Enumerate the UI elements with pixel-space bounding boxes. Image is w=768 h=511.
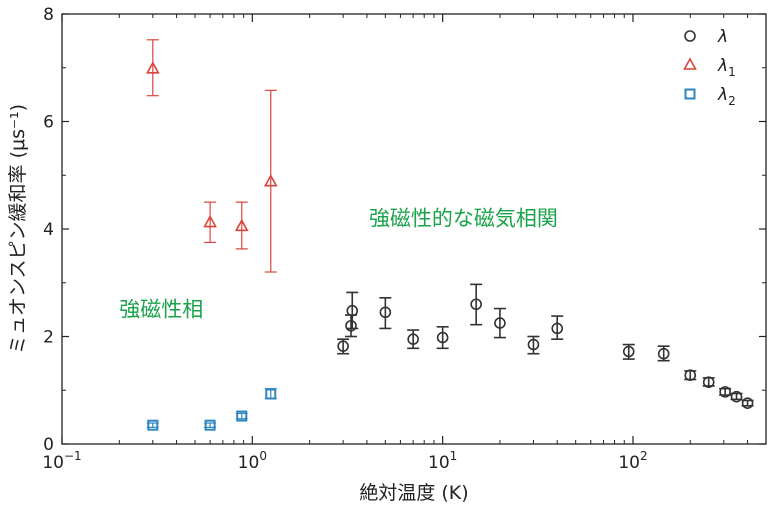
data-point-square xyxy=(236,410,248,422)
data-point-circle xyxy=(702,376,715,388)
legend-subscript: 1 xyxy=(728,65,736,79)
series-square xyxy=(146,388,277,431)
x-axis-title: 絶対温度 (K) xyxy=(359,482,468,504)
y-axis-title: ミュオンスピン緩和率 (μs⁻¹) xyxy=(7,104,29,354)
y-tick-label: 8 xyxy=(43,5,54,25)
annotation-label: 強磁性的な磁気相関 xyxy=(369,206,558,230)
data-point-circle xyxy=(470,298,482,311)
data-point-square xyxy=(265,388,277,400)
legend-subscript: 2 xyxy=(728,94,736,108)
legend-label: λ2 xyxy=(717,85,736,108)
x-tick-base: 10 xyxy=(42,453,64,473)
data-point-triangle xyxy=(263,174,278,187)
data-point-circle xyxy=(551,322,564,335)
data-point-circle xyxy=(657,347,670,360)
y-axis: 0 2 4 6 8 xyxy=(43,5,766,455)
data-point-circle xyxy=(436,331,449,344)
data-point-circle xyxy=(622,345,635,358)
legend-label: λ1 xyxy=(717,56,736,79)
legend-symbol: λ xyxy=(717,85,728,105)
legend-marker-square xyxy=(684,88,696,100)
legend-marker-triangle xyxy=(683,57,697,70)
data-point-circle xyxy=(407,333,419,345)
data-series xyxy=(145,39,754,431)
x-tick-exponent: −1 xyxy=(64,449,82,463)
data-point-circle xyxy=(379,306,392,319)
x-tick-exponent: 0 xyxy=(259,449,267,463)
legend-label: λ xyxy=(717,27,728,47)
data-point-circle xyxy=(684,369,697,382)
data-point-circle xyxy=(741,397,754,409)
series-circle xyxy=(337,283,754,409)
data-point-circle xyxy=(345,319,357,332)
data-point-circle xyxy=(337,340,349,352)
y-tick-label: 4 xyxy=(43,220,54,240)
y-tick-label: 2 xyxy=(43,328,54,348)
data-point-circle xyxy=(494,317,506,329)
y-tick-label: 0 xyxy=(43,435,54,455)
data-point-triangle xyxy=(234,218,249,232)
legend-marker-circle xyxy=(684,30,696,42)
x-tick-exponent: 2 xyxy=(640,449,648,463)
x-axis: 10−1 100 101 102 xyxy=(42,14,767,473)
series-triangle xyxy=(145,39,278,273)
data-point-triangle xyxy=(203,214,217,228)
x-tick-base: 10 xyxy=(238,453,260,473)
x-tick-exponent: 1 xyxy=(450,449,458,463)
x-tick-base: 10 xyxy=(618,453,640,473)
data-point-triangle xyxy=(145,61,160,74)
data-point-circle xyxy=(730,390,743,403)
data-point-square xyxy=(147,419,159,431)
legend-symbol: λ xyxy=(717,27,728,47)
x-tick-label: 102 xyxy=(618,449,647,473)
data-point-square xyxy=(204,419,216,431)
y-tick-label: 6 xyxy=(43,113,54,133)
data-point-circle xyxy=(527,338,540,351)
x-tick-label: 101 xyxy=(428,449,457,473)
x-tick-label: 100 xyxy=(238,449,267,473)
data-point-circle xyxy=(719,386,731,398)
annotation-label: 強磁性相 xyxy=(119,298,203,322)
x-tick-base: 10 xyxy=(428,453,450,473)
x-tick-label: 10−1 xyxy=(42,449,81,473)
data-point-circle xyxy=(346,304,359,317)
legend-symbol: λ xyxy=(717,56,728,76)
